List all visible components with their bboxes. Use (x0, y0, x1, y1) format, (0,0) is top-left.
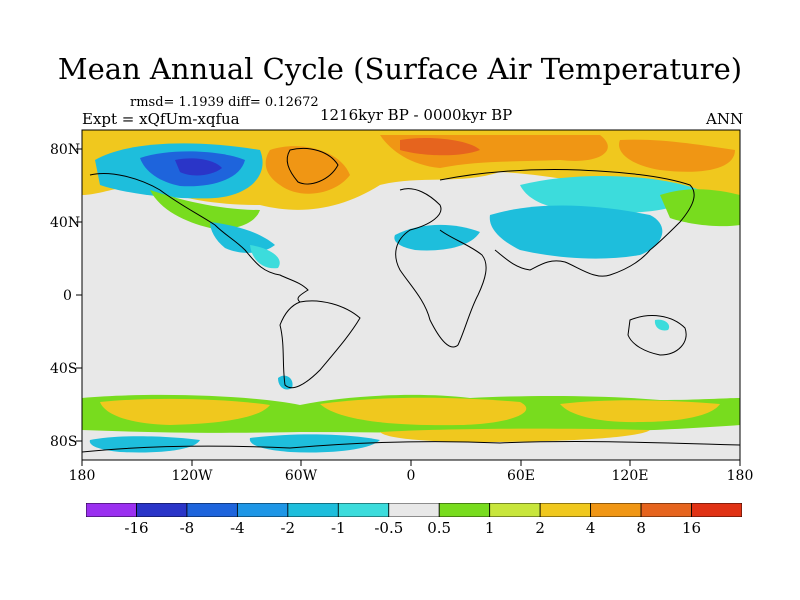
greenland-orange (265, 146, 350, 194)
antarctic-cool-west (89, 436, 200, 453)
colorbar-swatch (86, 503, 137, 517)
colorbar-label: 16 (681, 519, 702, 537)
lat-label-40s: 40S (50, 361, 78, 377)
northamerica-cyan-south (250, 245, 280, 269)
africa-europe-coast (395, 188, 487, 348)
colorbar-label: -16 (124, 519, 149, 537)
colorbar-swatch (539, 503, 592, 517)
colorbar-swatch (590, 503, 642, 517)
arctic-red-patch (400, 138, 480, 156)
period-label: 1216kyr BP - 0000kyr BP (320, 106, 513, 124)
lon-label-180e: 180 (726, 468, 754, 484)
season-label: ANN (706, 110, 744, 128)
patagonia-cool (278, 375, 293, 390)
colorbar-swatch (287, 503, 339, 517)
colorbar-swatch (236, 503, 289, 517)
southern-orange-mid (320, 397, 527, 426)
lat-label-80s: 80S (50, 434, 78, 450)
southern-orange-east (560, 400, 720, 423)
colorbar-label: -0.5 (374, 519, 404, 537)
experiment-label: Expt = xQfUm-xqfua (82, 110, 240, 128)
lat-label-40n: 40N (50, 215, 81, 231)
colorbar-swatch (186, 503, 238, 517)
antarctic-orange-band (380, 428, 650, 442)
australia-cyan (654, 319, 670, 331)
colorbar-label: 0.5 (427, 519, 452, 537)
canada-cold-deep (175, 158, 222, 176)
lat-label-0: 0 (63, 288, 72, 304)
colorbar-label: 2 (535, 519, 545, 537)
colorbar-label: -4 (230, 519, 245, 537)
south-america-coast (279, 300, 361, 389)
colorbar (86, 503, 742, 517)
lon-label-60w: 60W (284, 468, 318, 484)
colorbar-swatch (388, 503, 440, 517)
lon-label-120w: 120W (171, 468, 213, 484)
lon-label-60e: 60E (506, 468, 536, 484)
colorbar-swatch (438, 503, 491, 517)
lon-label-120e: 120E (611, 468, 649, 484)
colorbar-swatch (640, 503, 692, 517)
eurasia-coast (439, 168, 695, 277)
colorbar-label: 4 (585, 519, 596, 537)
northamerica-cool (210, 222, 275, 253)
colorbar-swatch (489, 503, 541, 517)
colorbar-label: 1 (484, 519, 495, 537)
asia-cool-mid (489, 205, 663, 259)
middle-east-cool (394, 224, 480, 251)
axis-ticks (76, 148, 741, 466)
lon-label-0: 0 (406, 468, 416, 484)
arctic-orange-east (619, 139, 735, 172)
lon-label-180w: 180 (68, 468, 96, 484)
pacific-green (660, 189, 740, 227)
colorbar-swatch (691, 503, 742, 517)
colorbar-label: -2 (280, 519, 296, 537)
stats-text: rmsd= 1.1939 diff= 0.12672 (130, 95, 319, 110)
colorbar-label: -8 (179, 519, 195, 537)
coastlines (82, 147, 740, 453)
lat-label-80n: 80N (50, 142, 81, 158)
colorbar-label: 8 (636, 519, 646, 537)
north-america-coast (89, 172, 309, 303)
colorbar-swatch (136, 503, 188, 517)
antarctica-coast (82, 441, 740, 453)
colorbar-label: -1 (330, 519, 346, 537)
australia-coast (627, 315, 687, 356)
greenland-coast (286, 147, 339, 185)
northamerica-green (150, 190, 260, 230)
asia-cool-north (520, 175, 700, 213)
colorbar-swatch (337, 503, 390, 517)
map-title: Mean Annual Cycle (Surface Air Temperatu… (57, 52, 743, 86)
southern-orange-west (100, 398, 270, 425)
